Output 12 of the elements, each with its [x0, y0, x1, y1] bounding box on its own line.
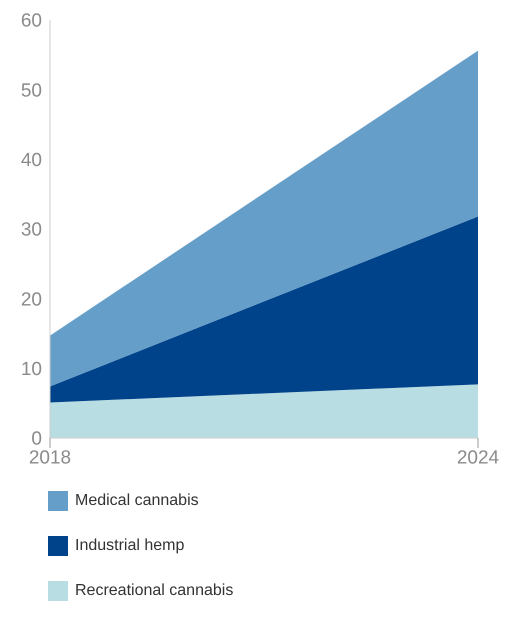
legend-label: Recreational cannabis: [75, 582, 234, 600]
y-tick-label: 20: [20, 289, 42, 310]
x-tick-label: 2024: [456, 447, 500, 468]
x-tick-label: 2018: [28, 447, 72, 468]
y-tick-label: 10: [20, 359, 42, 380]
y-tick-label: 40: [20, 150, 42, 172]
legend-label: Industrial hemp: [75, 536, 184, 554]
y-tick-label: 0: [31, 428, 42, 450]
y-tick-label: 30: [20, 220, 42, 241]
legend-label: Medical cannabis: [75, 492, 199, 510]
y-tick-label: 50: [20, 80, 42, 102]
y-tick-label: 60: [20, 10, 42, 32]
